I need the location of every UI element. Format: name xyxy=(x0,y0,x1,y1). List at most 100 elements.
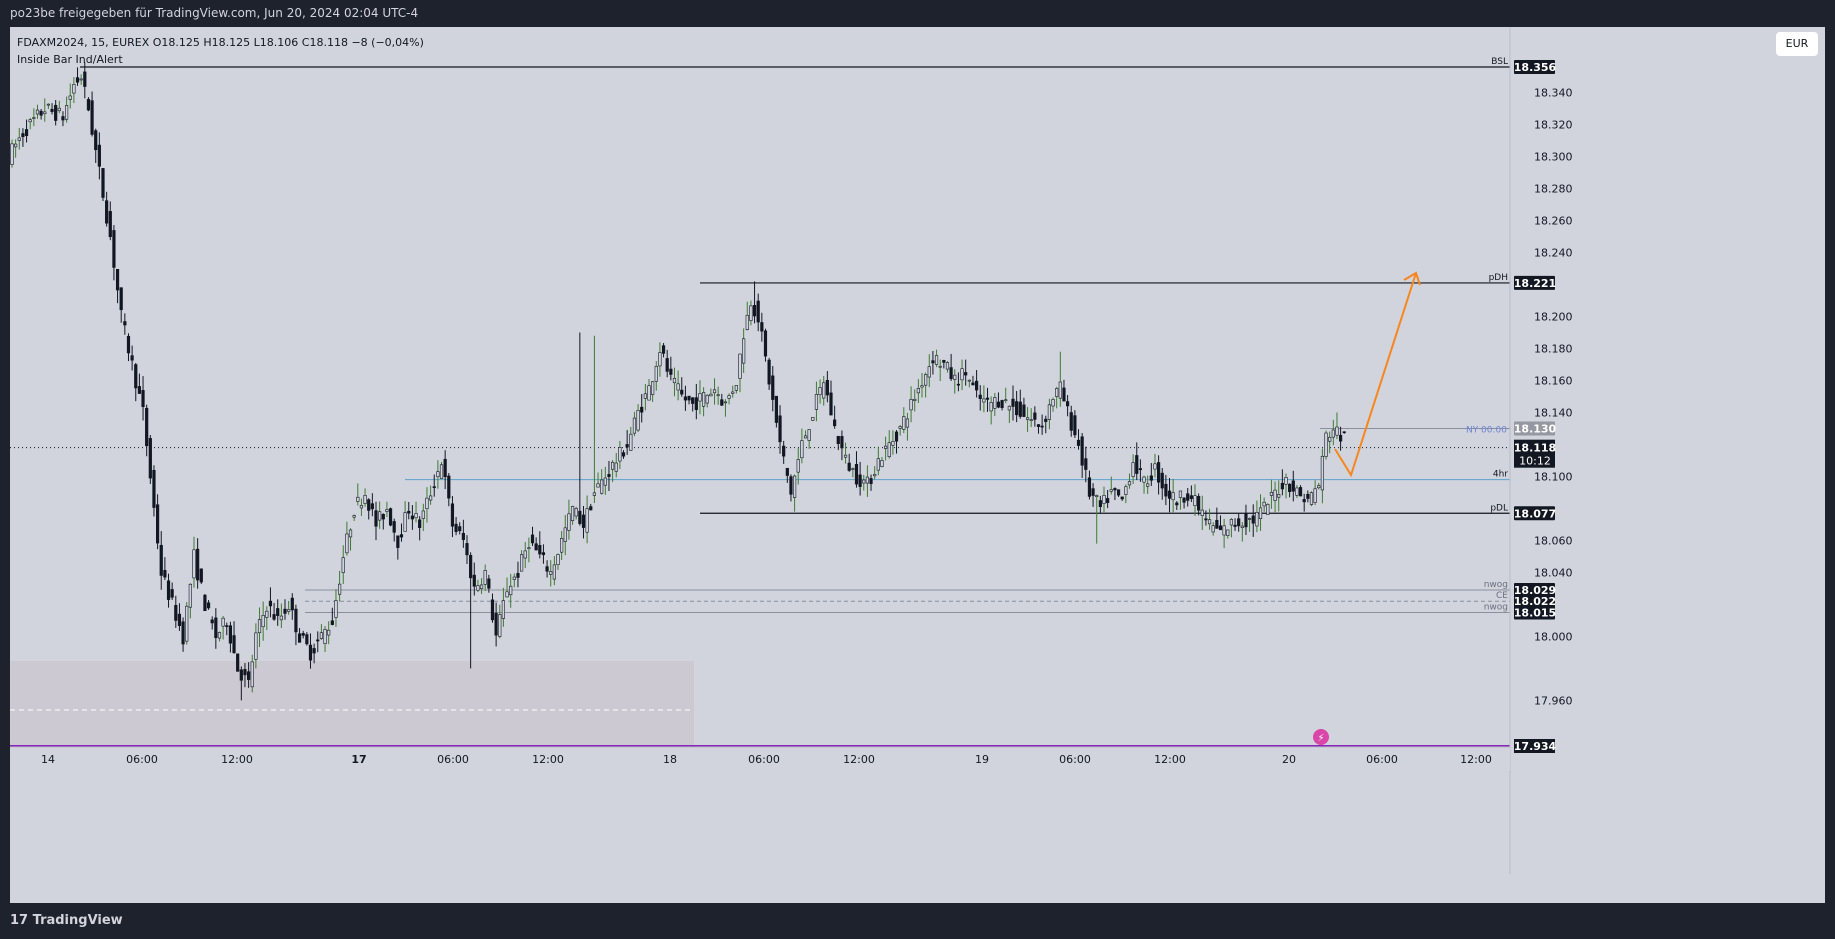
candle-body xyxy=(177,613,182,626)
candle-body xyxy=(483,570,487,585)
candle-body xyxy=(115,269,120,291)
candle-body xyxy=(1007,405,1011,411)
candle-body xyxy=(1306,493,1310,499)
x-tick-label: 18 xyxy=(663,753,677,766)
candle-body xyxy=(763,330,768,357)
lightning-icon-glyph: ⚡ xyxy=(1317,733,1324,744)
x-tick-label: 12:00 xyxy=(1154,753,1186,766)
candle-body xyxy=(123,321,127,326)
candle-body xyxy=(1200,509,1204,517)
candle-body xyxy=(731,391,735,394)
candle-body xyxy=(479,584,484,589)
candle-body xyxy=(1229,519,1233,526)
candle-body xyxy=(509,585,513,596)
candle-body xyxy=(297,633,302,643)
indicator-name[interactable]: Inside Bar Ind/Alert xyxy=(17,53,123,66)
tradingview-logo[interactable]: 17 TradingView xyxy=(10,913,123,928)
lightning-icon xyxy=(1313,729,1329,745)
candle-body xyxy=(574,508,578,517)
candle-body xyxy=(629,433,633,451)
candle-body xyxy=(967,379,971,382)
candle-body xyxy=(458,526,462,532)
candle-body xyxy=(472,574,476,587)
candle-body xyxy=(159,544,163,576)
candle-body xyxy=(199,568,203,583)
candle-body xyxy=(1189,495,1193,499)
price-label-pdl-box xyxy=(1514,506,1555,521)
candle-body xyxy=(1258,507,1263,519)
candle-body xyxy=(1328,436,1332,442)
candle-body xyxy=(1317,485,1321,489)
candle-body xyxy=(807,429,811,441)
candle-body xyxy=(607,474,611,477)
candle-body xyxy=(814,394,819,410)
candle-body xyxy=(94,130,98,151)
candle-body xyxy=(1047,404,1051,420)
candle-body xyxy=(257,619,262,634)
candle-body xyxy=(709,393,713,397)
time-axis xyxy=(10,747,1510,771)
candle-body xyxy=(658,352,662,367)
candle-body xyxy=(323,628,327,645)
candle-body xyxy=(152,469,156,508)
currency-button[interactable]: EUR xyxy=(1776,32,1818,56)
candle-body xyxy=(498,614,502,637)
level-tag-nwog: nwog xyxy=(1484,580,1508,590)
candle-body xyxy=(723,401,728,404)
candle-body xyxy=(1044,418,1048,422)
candle-body xyxy=(1226,529,1230,536)
candle-body xyxy=(1309,492,1314,505)
candle-body xyxy=(570,506,575,521)
footer-bar: 17 TradingView xyxy=(0,903,1835,939)
x-tick-label: 12:00 xyxy=(1460,753,1492,766)
candle-body xyxy=(676,383,680,391)
price-label-nwog: 18.029 xyxy=(1514,584,1556,597)
candle-body xyxy=(727,395,731,399)
candle-body xyxy=(625,444,629,448)
candle-body xyxy=(276,608,280,616)
candle-body xyxy=(57,107,61,112)
candle-body xyxy=(1149,475,1153,481)
candle-body xyxy=(578,510,582,524)
y-tick-label: 18.300 xyxy=(1534,151,1573,164)
candle-body xyxy=(79,78,83,81)
countdown-label: 10:12 xyxy=(1519,455,1551,468)
candle-body xyxy=(247,671,251,680)
candle-body xyxy=(771,375,775,400)
candle-body xyxy=(1335,426,1339,436)
candle-body xyxy=(1073,415,1077,436)
candle-body xyxy=(898,426,902,429)
candle-body xyxy=(345,533,349,554)
candle-body xyxy=(1197,496,1201,511)
range-box xyxy=(10,661,694,746)
y-tick-label: 18.340 xyxy=(1534,87,1573,100)
candle-body xyxy=(1062,387,1066,402)
candle-body xyxy=(1313,488,1317,503)
candle-body xyxy=(1124,486,1128,495)
candle-body xyxy=(381,513,385,520)
candle-body xyxy=(1266,504,1270,515)
bottom-price-label: 17.934 xyxy=(1514,740,1557,753)
candle-body xyxy=(862,479,866,484)
candle-body xyxy=(1269,491,1274,496)
candle-body xyxy=(283,608,287,614)
candle-body xyxy=(279,615,283,621)
candle-body xyxy=(942,360,946,363)
candle-body xyxy=(829,392,833,416)
candle-body xyxy=(388,508,393,526)
candle-body xyxy=(214,617,218,638)
candle-body xyxy=(1018,401,1022,417)
candle-body xyxy=(785,467,789,476)
candle-body xyxy=(931,360,935,364)
projection-arrow-head xyxy=(1403,271,1421,286)
x-tick-label: 06:00 xyxy=(126,753,158,766)
candle-body xyxy=(1076,439,1081,446)
candle-body xyxy=(756,300,760,323)
candle-body xyxy=(439,464,444,479)
price-label-bsl-box xyxy=(1514,60,1555,74)
candle-body xyxy=(301,633,305,636)
candle-body xyxy=(581,514,586,528)
y-tick-label: 18.100 xyxy=(1534,470,1573,483)
price-label-ce-box xyxy=(1514,594,1555,609)
